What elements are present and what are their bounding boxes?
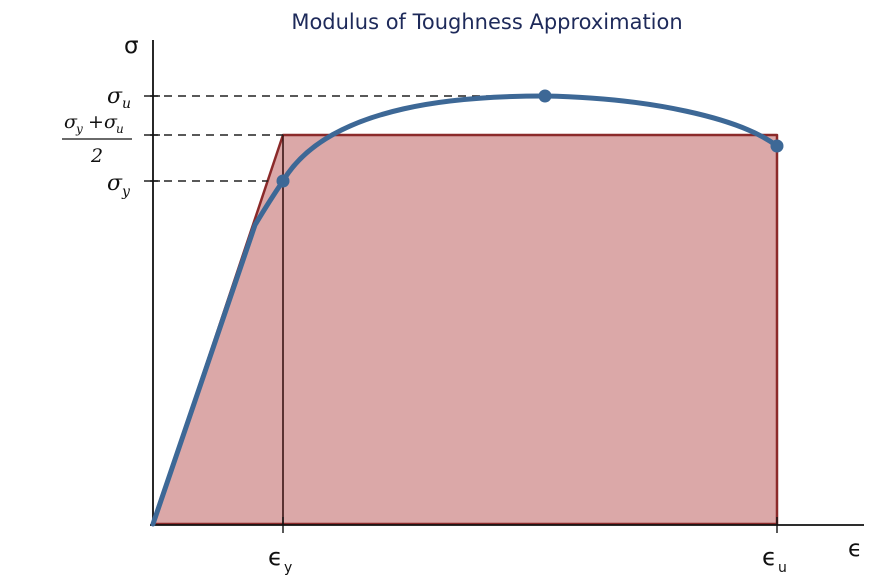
diagram-title: Modulus of Toughness Approximation: [291, 10, 682, 34]
svg-text:σ: σ: [107, 84, 123, 109]
svg-text:ϵ: ϵ: [268, 543, 283, 571]
svg-text:σ: σ: [64, 111, 78, 133]
y-tick-label-sigma-y: σ y: [107, 171, 131, 200]
x-tick-label-eps-u: ϵ u: [762, 543, 787, 576]
svg-text:y: y: [284, 560, 292, 576]
ultimate-point: [538, 89, 552, 103]
stress-strain-curve: [150, 93, 780, 527]
yield-point: [276, 174, 290, 188]
svg-text:σ: σ: [107, 171, 123, 196]
svg-text:u: u: [122, 96, 131, 112]
svg-text:u: u: [778, 560, 787, 576]
svg-text:u: u: [116, 122, 124, 136]
x-tick-label-eps-y: ϵ y: [268, 543, 292, 576]
toughness-approximation-area: [151, 133, 779, 526]
x-axis-label: ϵ: [848, 536, 862, 562]
svg-text:y: y: [121, 184, 131, 200]
y-axis-label: σ: [124, 33, 139, 59]
svg-text:2: 2: [90, 145, 103, 167]
y-tick-label-average: σ y + σ u 2: [62, 111, 132, 167]
svg-text:σ: σ: [104, 111, 118, 133]
svg-text:+: +: [88, 111, 104, 133]
svg-text:ϵ: ϵ: [762, 543, 777, 571]
y-tick-label-sigma-u: σ u: [107, 84, 131, 112]
fracture-point: [770, 139, 784, 153]
svg-text:y: y: [75, 122, 83, 136]
